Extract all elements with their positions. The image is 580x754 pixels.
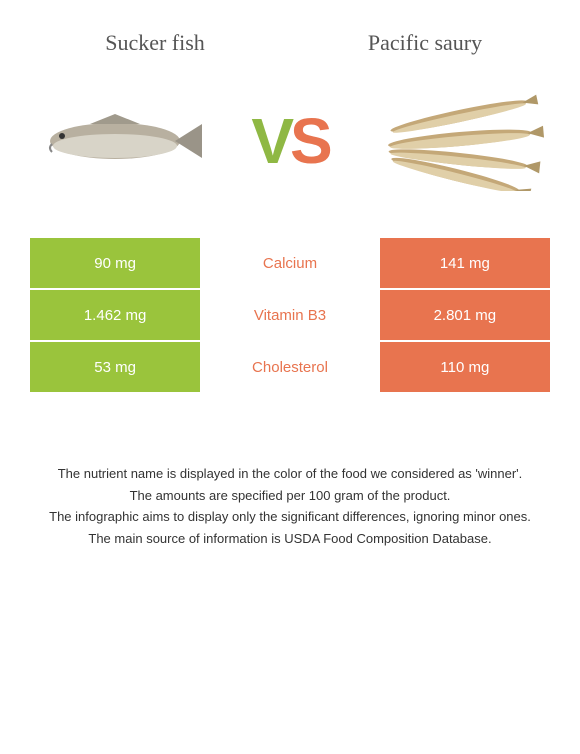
nutrient-name-cell: Cholesterol — [201, 341, 378, 393]
right-value-cell: 141 mg — [379, 237, 551, 289]
note-line: The main source of information is USDA F… — [40, 529, 540, 549]
right-value-cell: 2.801 mg — [379, 289, 551, 341]
left-fish-image — [30, 96, 210, 186]
note-line: The infographic aims to display only the… — [40, 507, 540, 527]
nutrient-name-cell: Calcium — [201, 237, 378, 289]
right-value-cell: 110 mg — [379, 341, 551, 393]
note-line: The nutrient name is displayed in the co… — [40, 464, 540, 484]
table-row: 53 mgCholesterol110 mg — [29, 341, 551, 393]
nutrient-table: 90 mgCalcium141 mg1.462 mgVitamin B32.80… — [28, 236, 552, 394]
left-value-cell: 1.462 mg — [29, 289, 201, 341]
table-row: 1.462 mgVitamin B32.801 mg — [29, 289, 551, 341]
left-food-title: Sucker fish — [55, 30, 255, 56]
note-line: The amounts are specified per 100 gram o… — [40, 486, 540, 506]
right-food-title: Pacific saury — [325, 30, 525, 56]
table-row: 90 mgCalcium141 mg — [29, 237, 551, 289]
right-fish-image — [370, 96, 550, 186]
notes-section: The nutrient name is displayed in the co… — [0, 404, 580, 570]
left-value-cell: 90 mg — [29, 237, 201, 289]
nutrient-name-cell: Vitamin B3 — [201, 289, 378, 341]
vs-label: VS — [251, 104, 328, 178]
left-value-cell: 53 mg — [29, 341, 201, 393]
